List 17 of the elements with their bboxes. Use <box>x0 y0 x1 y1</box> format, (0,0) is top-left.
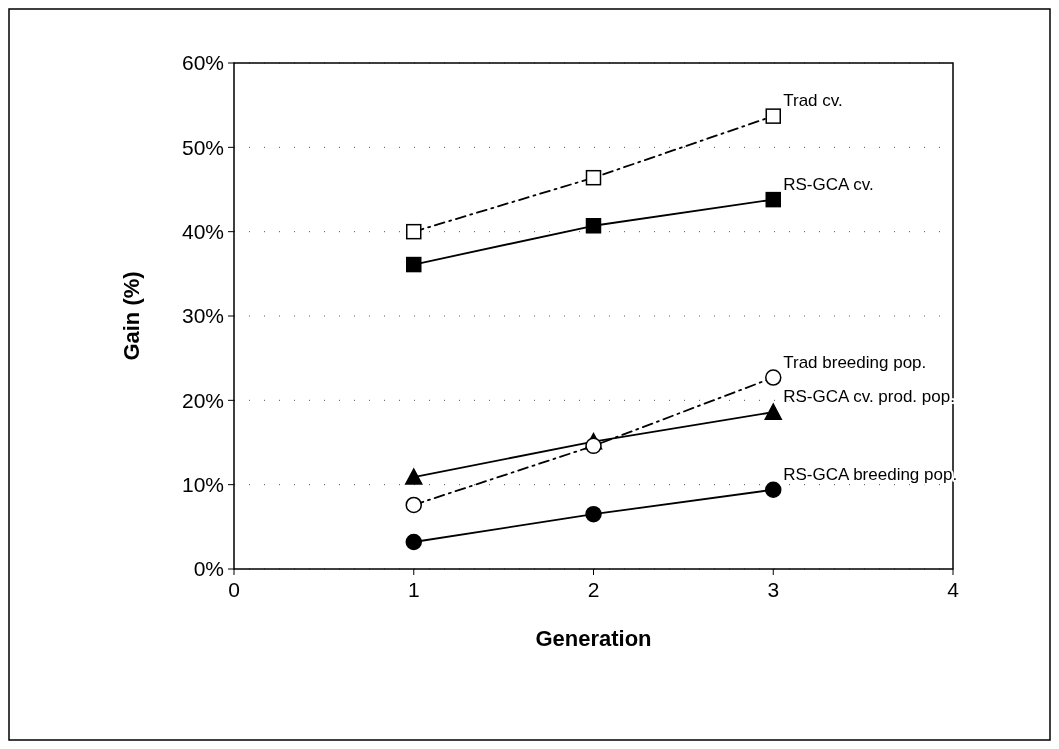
x-tick-label: 1 <box>407 578 420 601</box>
series-label: RS-GCA cv. <box>783 174 874 194</box>
x-axis-title: Generation <box>535 626 652 651</box>
y-tick-label: 40% <box>181 220 224 244</box>
y-tick-label: 60% <box>181 51 224 75</box>
x-tick-label: 4 <box>947 578 960 601</box>
y-axis-title: Gain (%) <box>119 271 144 361</box>
series-label: Trad breeding pop. <box>783 352 927 372</box>
y-tick-label: 20% <box>181 388 224 412</box>
x-tick-label: 2 <box>587 578 600 601</box>
series-label: Trad cv. <box>783 91 843 111</box>
y-tick-label: 30% <box>181 304 224 328</box>
x-tick-label: 3 <box>767 578 780 601</box>
y-tick-label: 0% <box>193 557 224 581</box>
x-tick-label: 0 <box>228 578 240 601</box>
y-tick-label: 50% <box>181 135 224 159</box>
y-tick-label: 10% <box>181 473 224 497</box>
